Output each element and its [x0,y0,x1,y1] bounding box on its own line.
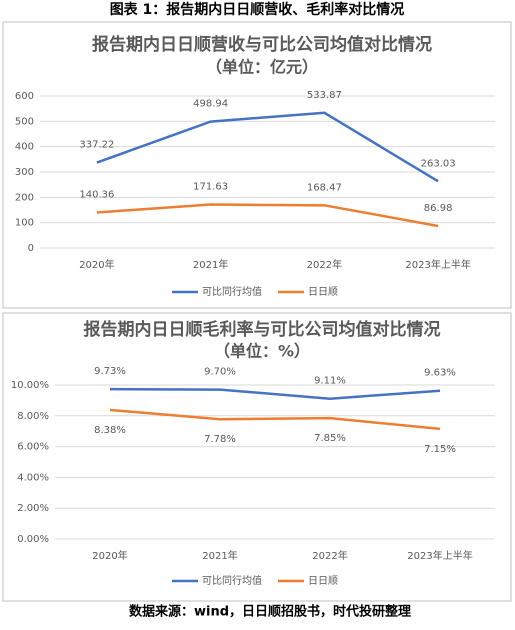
line-series [96,111,439,183]
y-tick-label: 500 [15,116,34,127]
x-tick-label: 2020年 [92,549,127,562]
x-tick-label: 2021年 [202,549,237,562]
y-tick-label: 100 [15,218,34,229]
chart-frame [2,21,512,309]
x-tick-label: 2022年 [307,258,342,271]
data-label: 140.36 [79,189,114,200]
legend-label: 日日顺 [308,286,338,298]
chart-subtitle: （单位：亿元） [206,58,318,77]
line-series [109,387,441,400]
data-label: 8.38% [94,425,126,436]
data-label: 171.63 [193,182,228,193]
legend-label: 日日顺 [308,575,338,587]
line-series [109,408,441,431]
chart-title: 报告期内日日顺毛利率与可比公司均值对比情况 [84,319,441,340]
data-label: 9.63% [424,368,456,379]
y-tick-label: 400 [15,142,34,153]
data-label: 533.87 [307,90,342,101]
y-tick-label: 200 [15,192,34,203]
chart-subtitle: （单位：%） [214,342,310,361]
x-tick-label: 2023年上半年 [407,549,472,562]
y-tick-label: 2.00% [17,503,49,514]
source-note: 数据来源：wind，日日顺招股书，时代投研整理 [129,604,411,620]
data-label: 9.11% [314,376,346,387]
data-label: 168.47 [307,182,342,193]
y-tick-label: 10.00% [11,380,49,391]
data-label: 9.70% [204,367,236,378]
x-tick-label: 2020年 [79,258,114,271]
data-label: 337.22 [79,140,114,151]
y-tick-label: 0.00% [17,534,49,545]
data-label: 86.98 [424,203,453,214]
data-label: 498.94 [193,99,228,110]
data-label: 9.73% [94,366,126,377]
chart-frame [2,312,512,602]
y-tick-label: 8.00% [17,411,49,422]
y-tick-label: 0 [28,243,34,254]
figure-title: 图表 1：报告期内日日顺营收、毛利率对比情况 [110,1,405,18]
x-tick-label: 2023年上半年 [405,258,470,271]
legend-label: 可比同行均值 [202,574,262,587]
x-tick-label: 2022年 [312,549,347,562]
chart-title: 报告期内日日顺营收与可比公司均值对比情况 [92,34,432,55]
line-series [96,203,439,228]
y-tick-label: 4.00% [17,472,49,483]
data-label: 7.78% [204,434,236,445]
data-label: 7.85% [314,433,346,444]
x-tick-label: 2021年 [193,258,228,271]
data-label: 7.15% [424,444,456,455]
legend-label: 可比同行均值 [202,285,262,298]
data-label: 263.03 [421,158,456,169]
y-tick-label: 300 [15,167,34,178]
y-tick-label: 6.00% [17,442,49,453]
y-tick-label: 600 [15,91,34,102]
